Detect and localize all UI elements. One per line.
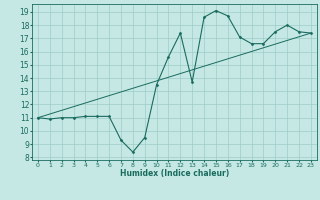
X-axis label: Humidex (Indice chaleur): Humidex (Indice chaleur) <box>120 169 229 178</box>
